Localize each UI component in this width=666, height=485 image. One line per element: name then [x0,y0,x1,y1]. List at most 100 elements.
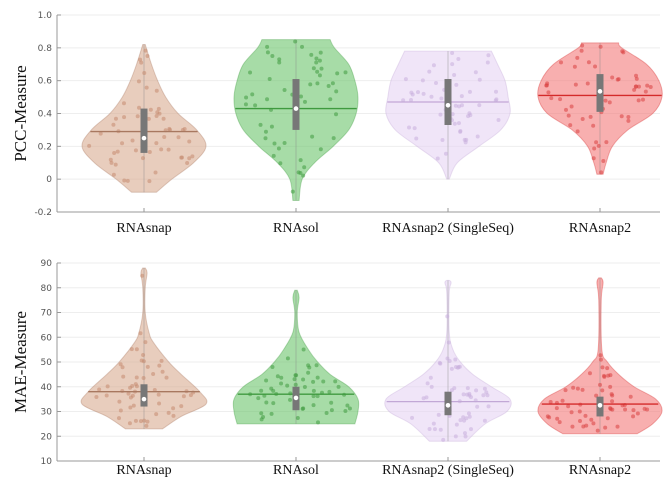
data-point [431,421,436,426]
data-point [557,420,562,425]
data-point [324,410,329,415]
data-point [439,96,444,101]
data-point [306,370,311,375]
data-point [151,371,156,376]
violin-rnasnap2 [537,277,663,435]
data-point [560,398,565,403]
data-point [275,374,280,379]
data-point [157,363,162,368]
data-point [259,411,264,416]
data-point [171,413,176,418]
data-point [634,76,639,81]
data-point [591,421,596,426]
data-point [160,369,165,374]
data-point [604,140,609,145]
data-point [412,126,417,131]
data-point [485,60,490,65]
y-tick-label: 0.6 [38,77,53,87]
data-point [293,382,298,387]
data-point [134,375,139,380]
data-point [329,408,334,413]
violin-rnasol [232,289,360,425]
y-tick-label: 0.4 [38,110,53,120]
data-point [549,96,554,101]
x-tick-label: RNAsol [273,221,319,236]
data-point [428,375,433,380]
data-point [555,416,560,421]
data-point [171,406,176,411]
data-point [475,134,480,139]
data-point [441,437,446,442]
data-point [264,378,269,383]
data-point [433,80,438,85]
data-point [326,84,331,89]
data-point [414,136,419,141]
data-point [634,73,639,78]
data-point [145,364,150,369]
data-point [575,386,580,391]
data-point [605,366,610,371]
data-point [134,347,139,352]
data-point [179,155,184,160]
data-point [577,419,582,424]
data-point [113,162,118,167]
data-point [431,63,436,68]
data-point [636,84,641,89]
median-marker [293,395,299,401]
data-point [164,375,169,380]
data-point [467,414,472,419]
data-point [623,407,628,412]
y-tick-label: 10 [41,457,53,467]
y-tick-label: 1.0 [38,11,53,21]
data-point [105,384,110,389]
data-point [566,404,571,409]
data-point [615,424,620,429]
data-point [288,397,293,402]
data-point [440,137,445,142]
data-point [571,385,576,390]
data-point [601,158,606,163]
data-point [263,129,268,134]
data-point [161,116,166,121]
data-point [167,127,172,132]
data-point [128,405,133,410]
y-tick-label: -0.2 [34,208,52,218]
data-point [600,388,605,393]
data-point [461,392,466,397]
data-point [145,419,150,424]
data-point [310,134,315,139]
violin-rnasnap2-singleseq- [385,50,511,180]
data-point [583,413,588,418]
y-tick-label: 0 [46,175,52,185]
data-point [585,81,590,86]
data-point [467,89,472,94]
data-point [269,411,274,416]
y-tick-label: 80 [41,284,53,294]
data-point [343,408,348,413]
data-point [162,135,167,140]
data-point [279,375,284,380]
median-marker [141,396,147,402]
data-point [331,136,336,141]
x-tick-label: RNAsnap2 (SingleSeq) [382,221,514,236]
data-point [166,147,171,152]
data-point [256,396,261,401]
data-point [546,90,551,95]
data-point [104,393,109,398]
data-point [146,116,151,121]
data-point [152,387,157,392]
data-point [438,112,443,117]
data-point [128,395,133,400]
data-point [603,98,608,103]
data-point [319,66,324,71]
data-point [449,366,454,371]
data-point [427,426,432,431]
data-point [147,150,152,155]
data-point [477,77,482,82]
data-point [271,153,276,158]
data-point [410,415,415,420]
data-point [453,434,458,439]
data-point [581,424,586,429]
data-point [421,91,426,96]
x-tick-label: RNAsnap2 (SingleSeq) [382,463,514,478]
